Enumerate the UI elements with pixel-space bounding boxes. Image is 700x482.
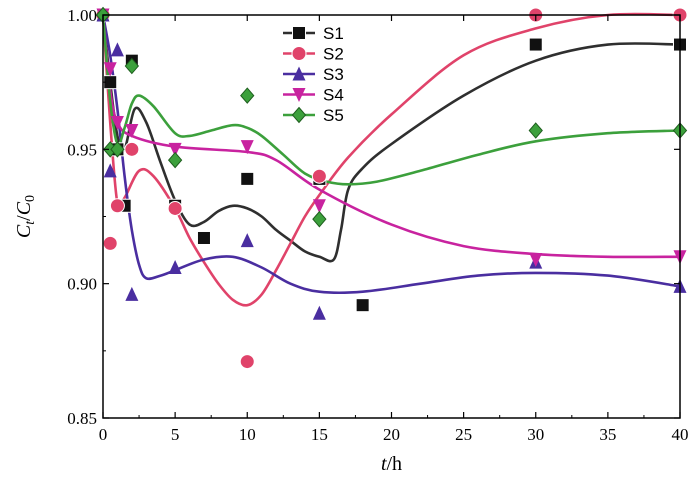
data-point-s4 (125, 124, 139, 139)
y-tick-label: 0.90 (67, 275, 97, 294)
data-point-s5 (110, 141, 125, 158)
data-point-s3 (103, 163, 117, 178)
data-point-s2 (102, 235, 118, 251)
legend-marker-s3 (292, 66, 306, 81)
data-point-s3 (240, 233, 254, 248)
data-point-s4 (312, 199, 326, 214)
data-point-s5 (124, 57, 140, 75)
x-tick-label: 0 (99, 425, 108, 444)
legend-marker-s5 (291, 106, 307, 124)
data-point-s5 (240, 87, 255, 104)
x-tick-label: 40 (672, 425, 689, 444)
data-point-s1 (196, 230, 211, 245)
legend-marker-s4 (292, 88, 306, 102)
data-point-s2 (124, 141, 140, 157)
data-point-s4 (103, 62, 117, 77)
data-point-s4 (168, 142, 182, 157)
x-tick-label: 30 (527, 425, 544, 444)
series-line-s3 (101, 14, 681, 295)
legend-label-s3: S3 (323, 65, 344, 84)
data-point-s4 (529, 252, 543, 267)
series-line-s5 (101, 14, 681, 186)
x-tick-label: 15 (311, 425, 328, 444)
legend-label-s1: S1 (323, 24, 344, 43)
series-line-s1 (101, 14, 681, 263)
data-point-s4 (110, 115, 124, 130)
data-point-s1 (528, 37, 543, 52)
fit-curves (101, 12, 681, 307)
y-tick-label: 1.00 (67, 6, 97, 25)
x-axis-title: t/h (381, 453, 402, 475)
data-point-s2 (239, 354, 255, 370)
y-axis-title: Ct/C0 (13, 195, 38, 238)
legend-label-s4: S4 (323, 86, 344, 105)
series-line-s2 (101, 12, 681, 307)
x-tick-label: 5 (171, 425, 180, 444)
y-tick-label: 0.95 (67, 140, 97, 159)
data-point-s4 (240, 140, 254, 155)
x-tick-label: 20 (383, 425, 400, 444)
data-point-s3 (125, 286, 139, 301)
data-markers (95, 6, 688, 370)
plot-frame (102, 14, 681, 419)
data-point-s5 (312, 210, 327, 228)
data-point-s1 (240, 171, 255, 186)
legend-label-s5: S5 (323, 106, 344, 125)
data-point-s3 (168, 260, 182, 275)
data-point-s2 (167, 200, 183, 216)
data-point-s3 (312, 305, 326, 320)
legend-label-s2: S2 (323, 45, 344, 64)
data-point-s5 (528, 122, 543, 139)
y-tick-label: 0.85 (67, 409, 97, 428)
x-tick-label: 35 (599, 425, 616, 444)
axes: 0 5 10 15 20 25 30 35 40 0.85 0.90 0.95 1.00 t/h Ct/C0 (13, 6, 689, 475)
x-tick-label: 25 (455, 425, 472, 444)
data-point-s3 (110, 42, 124, 57)
legend-marker-s2 (291, 46, 307, 61)
data-point-s1 (355, 298, 370, 313)
data-point-s2 (311, 168, 327, 184)
legend-marker-s1 (292, 26, 306, 40)
data-point-s2 (109, 198, 125, 214)
x-tick-label: 10 (239, 425, 256, 444)
data-point-s5 (167, 151, 183, 169)
